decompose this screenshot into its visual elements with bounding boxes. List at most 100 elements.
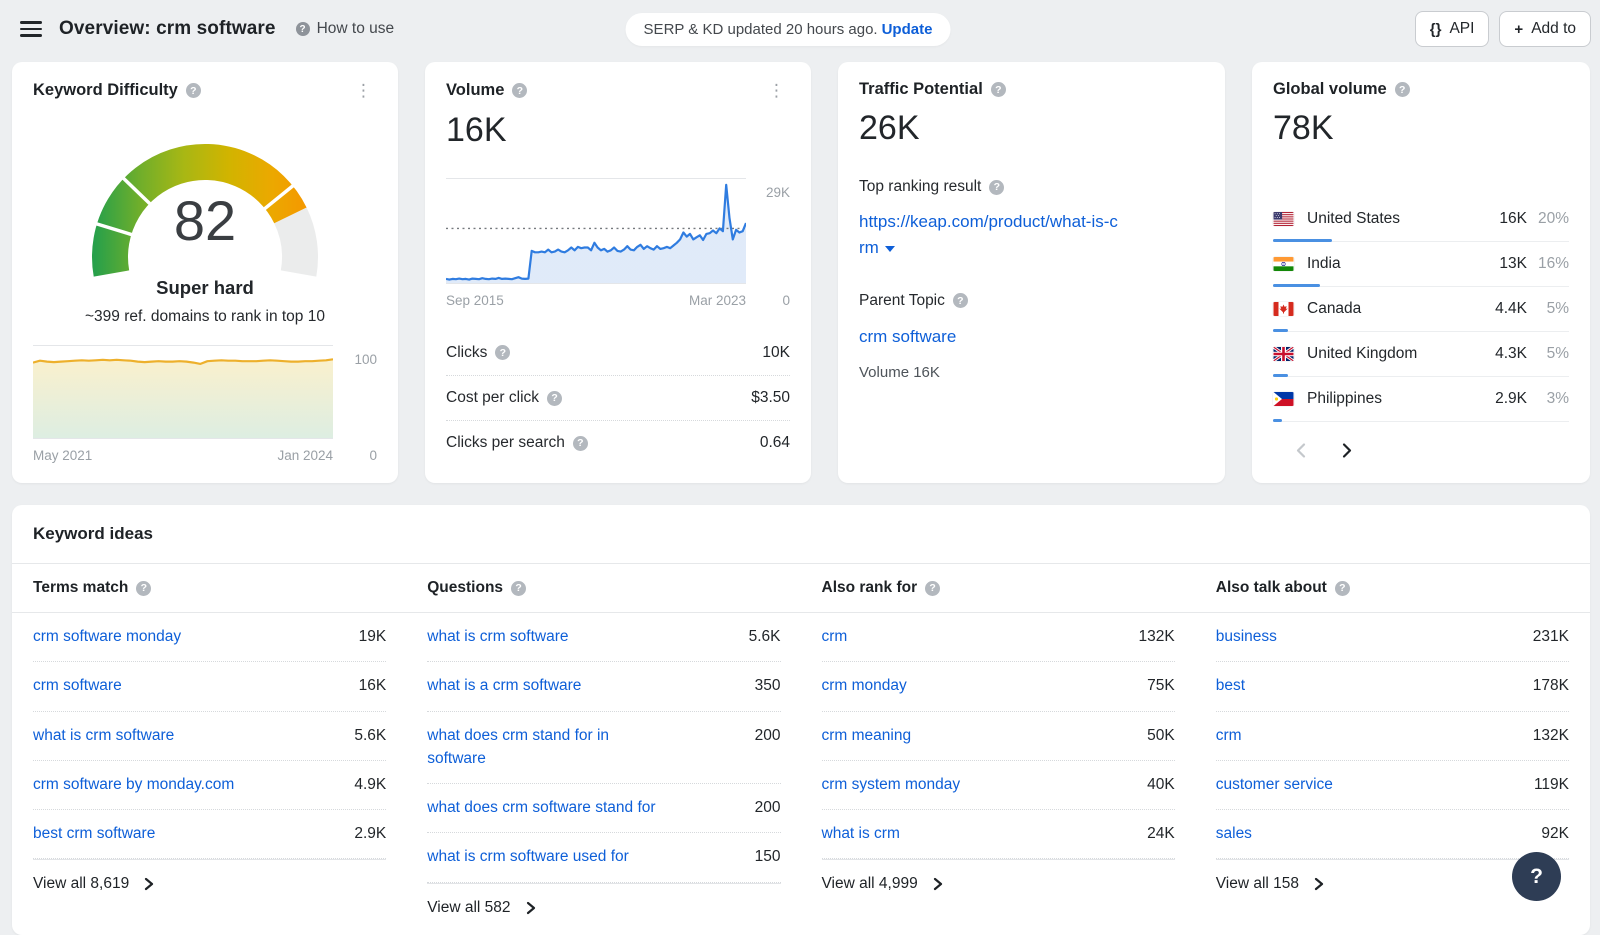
keyword-row: customer service 119K xyxy=(1215,761,1569,810)
parent-topic-link[interactable]: crm software xyxy=(859,326,957,346)
tp-help-icon[interactable] xyxy=(990,82,1006,97)
keyword-row: crm monday 75K xyxy=(821,662,1175,712)
column-help-icon[interactable] xyxy=(136,580,152,596)
keyword-link[interactable]: what is crm software used for xyxy=(427,848,629,866)
gv-help-icon[interactable] xyxy=(1394,82,1410,97)
country-share-bar xyxy=(1273,284,1321,287)
parent-topic-help-icon[interactable] xyxy=(952,293,968,309)
metric-label: Clicks xyxy=(446,344,511,362)
keyword-link[interactable]: sales xyxy=(1215,825,1252,842)
country-row: United Kingdom 4.3K 5% xyxy=(1273,332,1569,377)
keyword-row: crm software monday 19K xyxy=(33,613,387,663)
kd-card-title: Keyword Difficulty xyxy=(33,81,178,99)
metric-help-icon[interactable] xyxy=(572,435,588,451)
top-ranking-help-icon[interactable] xyxy=(989,179,1005,195)
keyword-volume: 132K xyxy=(1138,628,1175,645)
keyword-link[interactable]: crm software monday xyxy=(33,628,182,645)
keyword-link[interactable]: crm xyxy=(821,628,848,645)
page-title: Overview: crm software xyxy=(59,18,276,39)
keyword-link[interactable]: crm software by monday.com xyxy=(33,775,235,793)
keyword-volume: 178K xyxy=(1532,677,1569,695)
gv-value: 78K xyxy=(1273,109,1334,147)
view-all-link[interactable]: View all 582 xyxy=(427,882,781,932)
keyword-volume: 24K xyxy=(1147,825,1175,842)
metric-help-icon[interactable] xyxy=(495,345,511,360)
volume-metric-row: Clicks 10K xyxy=(446,330,790,375)
keyword-link[interactable]: what is a crm software xyxy=(427,677,582,695)
keyword-link[interactable]: business xyxy=(1215,628,1277,645)
url-dropdown-caret-icon[interactable] xyxy=(884,245,895,252)
kd-y-min-label: 0 xyxy=(369,448,377,463)
keyword-ideas-headers: Terms match Questions Also rank for Also ta… xyxy=(12,564,1590,613)
keyword-link[interactable]: best xyxy=(1215,677,1246,695)
column-help-icon[interactable] xyxy=(925,580,941,596)
keyword-ideas-body: crm software monday 19K crm software 16K wha… xyxy=(12,613,1590,932)
keyword-volume: 19K xyxy=(358,628,387,645)
chevron-right-icon xyxy=(1314,878,1324,891)
country-share-bar xyxy=(1273,374,1288,377)
metric-label: Cost per click xyxy=(446,389,563,407)
country-name: United States xyxy=(1307,210,1401,227)
keyword-row: crm 132K xyxy=(1215,712,1569,761)
country-percent: 5% xyxy=(1546,345,1569,362)
keyword-link[interactable]: best crm software xyxy=(33,825,156,842)
keyword-link[interactable]: what is crm xyxy=(821,825,900,842)
country-name: Philippines xyxy=(1307,390,1382,407)
keyword-volume: 350 xyxy=(754,677,781,695)
metric-help-icon[interactable] xyxy=(547,390,563,406)
keyword-link[interactable]: crm software xyxy=(33,677,122,695)
keyword-row: best crm software 2.9K xyxy=(33,810,387,860)
keyword-row: what is crm software 5.6K xyxy=(33,712,387,761)
keyword-link[interactable]: what is crm software xyxy=(33,726,175,744)
kd-severity-label: Super hard xyxy=(156,277,254,298)
api-button[interactable]: {} API xyxy=(1414,11,1490,47)
menu-icon[interactable] xyxy=(20,21,42,37)
keyword-link[interactable]: what is crm software xyxy=(427,628,569,645)
volume-help-icon[interactable] xyxy=(512,83,528,98)
keyword-difficulty-card: Keyword Difficulty ⋮ 82 Super hard ~399 … xyxy=(12,62,398,483)
view-all-link[interactable]: View all 8,619 xyxy=(33,859,387,908)
add-to-button[interactable]: + Add to xyxy=(1499,11,1591,47)
country-name: India xyxy=(1307,255,1341,272)
keyword-link[interactable]: crm meaning xyxy=(821,726,912,744)
keyword-volume: 5.6K xyxy=(748,628,781,645)
country-volume: 16K xyxy=(1499,210,1527,227)
column-help-icon[interactable] xyxy=(511,580,527,596)
top-ranking-result-link[interactable]: https://keap.com/product/what-is-c rm xyxy=(859,212,1118,258)
pager-prev-button[interactable] xyxy=(1291,438,1311,463)
gv-card-title: Global volume xyxy=(1273,80,1387,98)
volume-trend-chart: 29K Sep 2015 Mar 2023 0 xyxy=(446,178,790,308)
keyword-volume: 16K xyxy=(358,677,387,695)
keyword-link[interactable]: what does crm stand for in software xyxy=(427,726,610,767)
keyword-volume: 4.9K xyxy=(354,775,387,793)
view-all-link[interactable]: View all 4,999 xyxy=(821,859,1175,908)
pager-next-button[interactable] xyxy=(1337,438,1357,463)
keyword-link[interactable]: crm xyxy=(1215,726,1242,744)
keyword-row: what is crm software 5.6K xyxy=(427,613,781,663)
country-name: United Kingdom xyxy=(1307,345,1418,362)
traffic-potential-card: Traffic Potential 26K Top ranking result… xyxy=(838,62,1225,483)
keyword-volume: 5.6K xyxy=(354,726,387,744)
keyword-volume: 75K xyxy=(1147,677,1175,695)
column-help-icon[interactable] xyxy=(1334,580,1350,596)
keyword-column: what is crm software 5.6K what is a crm so… xyxy=(427,613,781,932)
code-braces-icon: {} xyxy=(1429,20,1442,38)
keyword-row: what is crm software used for 150 xyxy=(427,833,781,883)
keyword-link[interactable]: crm system monday xyxy=(821,775,961,793)
update-link[interactable]: Update xyxy=(881,20,933,38)
keyword-link[interactable]: customer service xyxy=(1215,775,1333,793)
update-status-pill: SERP & KD updated 20 hours ago. Update xyxy=(625,12,951,46)
view-all-link[interactable]: View all 158 xyxy=(1215,859,1569,908)
parent-topic-volume: Volume 16K xyxy=(859,364,940,382)
keyword-link[interactable]: what does crm software stand for xyxy=(427,799,656,816)
volume-kebab-menu-icon[interactable]: ⋮ xyxy=(768,81,786,100)
kd-kebab-menu-icon[interactable]: ⋮ xyxy=(355,81,373,100)
help-fab-button[interactable]: ? xyxy=(1512,852,1561,901)
keyword-link[interactable]: crm monday xyxy=(821,677,907,695)
keyword-row: what is a crm software 350 xyxy=(427,662,781,712)
country-name: Canada xyxy=(1307,300,1362,317)
kd-help-icon[interactable] xyxy=(185,83,201,98)
how-to-use-link[interactable]: How to use xyxy=(295,20,394,38)
volume-card-title: Volume xyxy=(446,81,505,99)
